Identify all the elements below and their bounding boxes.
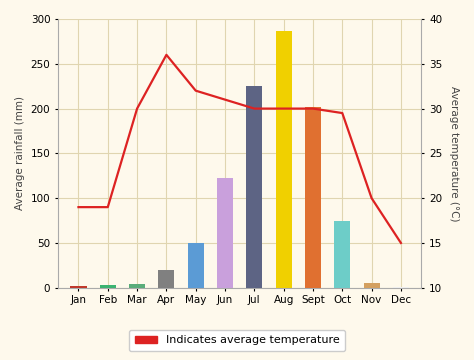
Y-axis label: Average temperature (°C): Average temperature (°C) (449, 86, 459, 221)
Bar (129, 284, 145, 288)
Bar (158, 270, 174, 288)
Bar (334, 221, 350, 288)
Bar (275, 31, 292, 288)
Bar (393, 287, 409, 288)
Bar (100, 285, 116, 288)
Legend: Indicates average temperature: Indicates average temperature (129, 330, 345, 351)
Bar (364, 283, 380, 288)
Bar (71, 286, 87, 288)
Bar (246, 86, 263, 288)
Bar (217, 177, 233, 288)
Bar (305, 107, 321, 288)
Bar (188, 243, 204, 288)
Y-axis label: Average rainfall (mm): Average rainfall (mm) (15, 96, 25, 210)
